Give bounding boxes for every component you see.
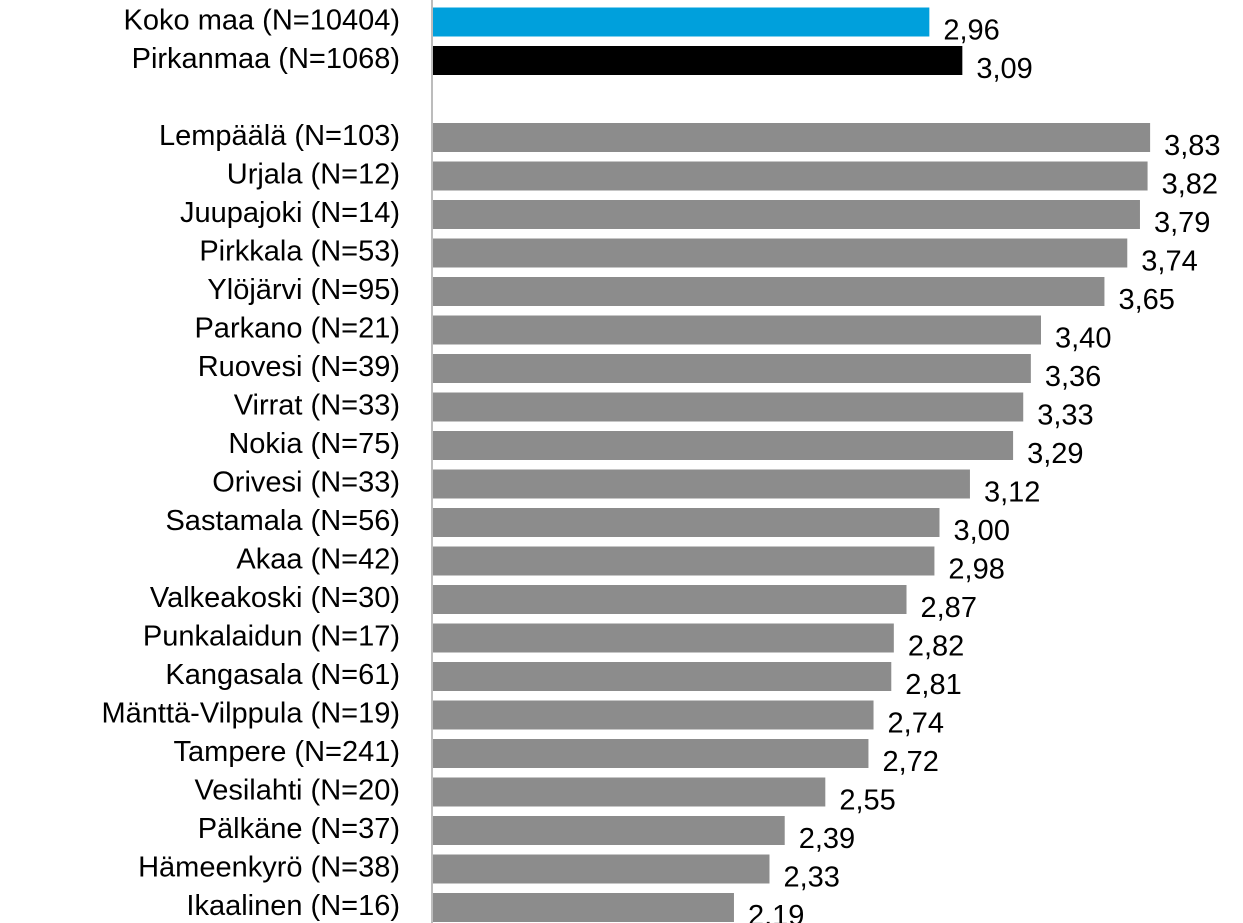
bar — [433, 277, 1105, 306]
value-label: 2,74 — [888, 708, 944, 740]
bar — [433, 315, 1041, 345]
value-label: 3,74 — [1141, 246, 1197, 278]
category-label: Urjala (N=12) — [227, 159, 400, 191]
bar — [433, 893, 734, 922]
value-label: 3,40 — [1055, 323, 1111, 355]
value-label: 2,96 — [943, 15, 999, 47]
value-label: 3,83 — [1164, 130, 1220, 162]
bar — [433, 662, 892, 691]
value-label: 2,55 — [839, 785, 895, 817]
bar — [433, 777, 826, 807]
bar — [433, 392, 1024, 422]
bar — [433, 123, 1151, 152]
bar — [433, 354, 1031, 383]
category-label: Valkeakoski (N=30) — [150, 582, 400, 614]
bar — [433, 854, 770, 884]
bar — [433, 46, 963, 75]
bar — [433, 200, 1140, 229]
value-label: 3,33 — [1037, 400, 1093, 432]
bar — [433, 546, 935, 576]
category-label: Lempäälä (N=103) — [159, 120, 400, 152]
category-label: Ikaalinen (N=16) — [186, 890, 400, 922]
category-label: Hämeenkyrö (N=38) — [138, 852, 400, 884]
category-label: Virrat (N=33) — [234, 390, 400, 422]
category-label: Sastamala (N=56) — [165, 505, 400, 537]
bar — [433, 508, 940, 537]
bar — [433, 7, 930, 37]
value-label: 2,81 — [905, 669, 961, 701]
category-label: Akaa (N=42) — [236, 544, 400, 576]
value-label: 2,87 — [921, 592, 977, 624]
bar — [433, 585, 907, 614]
value-label: 3,00 — [954, 515, 1010, 547]
bar — [433, 469, 970, 499]
category-label: Orivesi (N=33) — [212, 467, 400, 499]
value-label: 2,33 — [783, 862, 839, 894]
bar — [433, 739, 869, 768]
bar — [433, 623, 894, 653]
category-label: Pälkäne (N=37) — [198, 813, 400, 845]
value-label: 3,12 — [984, 477, 1040, 509]
value-label: 3,36 — [1045, 361, 1101, 393]
category-label: Parkano (N=21) — [194, 313, 400, 345]
category-label: Koko maa (N=10404) — [124, 5, 400, 37]
value-label: 2,82 — [908, 631, 964, 663]
value-label: 3,79 — [1154, 207, 1210, 239]
bar — [433, 816, 785, 845]
category-label: Tampere (N=241) — [174, 736, 400, 768]
category-label: Pirkkala (N=53) — [199, 236, 400, 268]
category-label: Mänttä-Vilppula (N=19) — [102, 698, 400, 730]
bar — [433, 431, 1014, 460]
value-label: 2,19 — [748, 900, 804, 923]
category-label: Punkalaidun (N=17) — [143, 621, 400, 653]
value-label: 2,72 — [882, 746, 938, 778]
value-label: 2,39 — [799, 823, 855, 855]
category-label: Juupajoki (N=14) — [180, 197, 400, 229]
value-label: 3,65 — [1118, 284, 1174, 316]
value-label: 3,09 — [976, 53, 1032, 85]
value-label: 3,29 — [1027, 438, 1083, 470]
category-label: Vesilahti (N=20) — [194, 775, 400, 807]
bar — [433, 238, 1128, 268]
category-label: Ylöjärvi (N=95) — [207, 274, 400, 306]
bar — [433, 161, 1148, 191]
category-label: Pirkanmaa (N=1068) — [132, 43, 400, 75]
category-label: Nokia (N=75) — [228, 428, 400, 460]
bar — [433, 700, 874, 730]
value-label: 2,98 — [948, 554, 1004, 586]
category-label: Kangasala (N=61) — [165, 659, 400, 691]
value-label: 3,82 — [1162, 169, 1218, 201]
category-label: Ruovesi (N=39) — [198, 351, 400, 383]
